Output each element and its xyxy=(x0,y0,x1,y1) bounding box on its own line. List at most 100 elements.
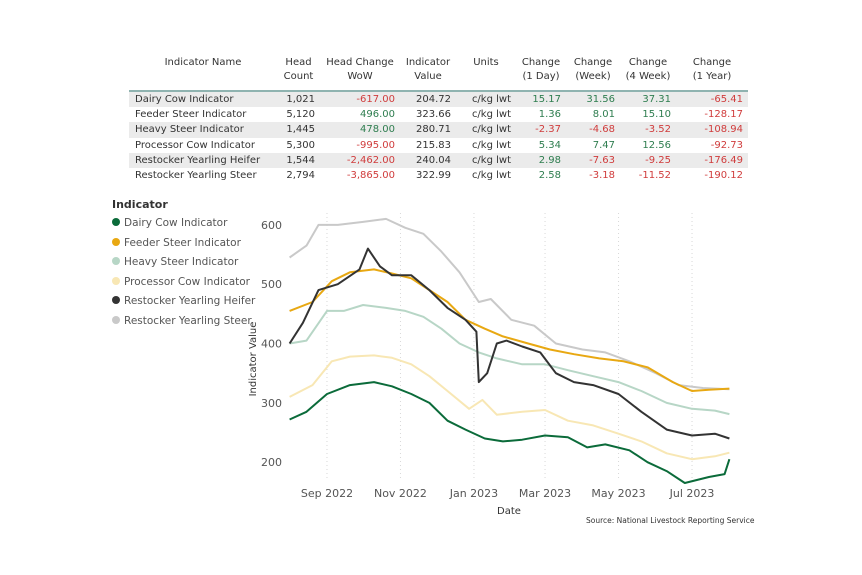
table-cell: 1,544 xyxy=(277,152,320,168)
table-cell: -11.52 xyxy=(638,170,671,182)
table-cell: 2.58 xyxy=(538,170,561,182)
column-header-line: Change xyxy=(521,57,561,68)
y-tick-label: 200 xyxy=(261,456,282,469)
table-cell: -3.52 xyxy=(620,122,676,138)
column-header: Head Count xyxy=(277,52,320,92)
table-cell: c/kg lwt xyxy=(471,170,511,182)
table-cell: c/kg lwt xyxy=(471,139,511,151)
x-tick-label: Mar 2023 xyxy=(519,487,571,500)
column-header-line: Head Change xyxy=(326,57,394,68)
indicator-name-cell: Feeder Steer Indicator xyxy=(135,109,247,121)
table-cell: 323.66 xyxy=(416,109,451,121)
column-header: Head Change WoW xyxy=(320,52,400,92)
column-header-line: Indicator xyxy=(405,57,451,68)
table-cell: 1.36 xyxy=(538,109,561,121)
legend-label: Restocker Yearling Steer xyxy=(124,314,252,327)
x-tick-label: May 2023 xyxy=(591,487,645,500)
table-row: Restocker Yearling Steer 2,794 -3,865.00 32… xyxy=(129,168,748,183)
legend-label: Heavy Steer Indicator xyxy=(124,256,239,269)
table-cell: 1,021 xyxy=(277,91,320,108)
table-cell: 204.72 xyxy=(400,91,456,108)
column-header: Change (4 Week) xyxy=(620,52,676,92)
table-cell: 215.83 xyxy=(416,139,451,151)
table-cell: 322.99 xyxy=(416,170,451,182)
table-cell: -617.00 xyxy=(320,91,400,108)
column-header-line: Units xyxy=(473,57,499,68)
legend-marker-icon xyxy=(112,315,120,324)
table-cell: 12.56 xyxy=(642,139,671,151)
legend-label: Dairy Cow Indicator xyxy=(124,217,228,229)
chart-series xyxy=(288,217,731,484)
table-cell: 15.17 xyxy=(516,91,566,108)
table-cell: 31.56 xyxy=(566,91,620,108)
column-header-line: Change xyxy=(692,57,732,68)
legend-marker-icon xyxy=(112,257,120,266)
table-cell: -128.17 xyxy=(704,109,743,121)
column-header: Units xyxy=(456,52,516,92)
table-cell: c/kg lwt xyxy=(456,122,516,138)
series-line xyxy=(289,268,730,392)
column-header-line: (Week) xyxy=(575,71,611,82)
table-cell: 240.04 xyxy=(400,152,456,168)
table-cell: -9.25 xyxy=(620,152,676,168)
legend-item[interactable]: Heavy Steer Indicator xyxy=(112,253,255,273)
indicator-name-cell: Processor Cow Indicator xyxy=(135,139,255,151)
table-row: Restocker Yearling Heifer 1,544 -2,462.00 2… xyxy=(129,152,748,168)
y-tick-label: 400 xyxy=(261,338,282,351)
legend-item[interactable]: Processor Cow Indicator xyxy=(112,273,255,293)
column-header: Change (1 Day) xyxy=(516,52,566,92)
table-cell: -92.73 xyxy=(710,139,743,151)
table-cell: -176.49 xyxy=(676,152,748,168)
column-header: Indicator Name xyxy=(129,52,277,92)
table-cell: 15.10 xyxy=(642,109,671,121)
indicator-name-cell: Restocker Yearling Steer xyxy=(135,170,257,182)
indicator-table: Indicator Name Head Count Head Change WoW Ind… xyxy=(129,52,748,183)
indicator-name-cell: Dairy Cow Indicator xyxy=(129,91,277,108)
table-cell: -4.68 xyxy=(566,122,620,138)
legend-label: Feeder Steer Indicator xyxy=(124,236,241,249)
legend-marker-icon xyxy=(112,296,120,305)
series-line xyxy=(289,217,730,391)
x-axis-ticks: Sep 2022 Nov 2022 Jan 2023 Mar 2023 May 2023… xyxy=(301,487,715,500)
x-tick-label: Jan 2023 xyxy=(449,487,498,500)
table-cell: 1,445 xyxy=(277,122,320,138)
x-axis-title: Date xyxy=(497,506,521,517)
legend-item[interactable]: Feeder Steer Indicator xyxy=(112,234,255,254)
table-cell: 2,794 xyxy=(286,170,315,182)
table-cell: 8.01 xyxy=(592,109,615,121)
column-header: Indicator Value xyxy=(400,52,456,92)
column-header-line: Head xyxy=(285,57,312,68)
column-header-line: (1 Day) xyxy=(522,71,560,82)
legend-item[interactable]: Restocker Yearling Heifer xyxy=(112,292,255,312)
legend-marker-icon xyxy=(112,237,120,246)
table-cell: 496.00 xyxy=(360,109,395,121)
table-cell: 5,120 xyxy=(286,109,315,121)
table-row: Feeder Steer Indicator 5,120 496.00 323.66 c… xyxy=(129,107,748,122)
series-line xyxy=(289,381,731,484)
y-axis-title: Indicator Value xyxy=(248,322,259,397)
table-cell: 7.47 xyxy=(592,139,615,151)
indicator-name-cell: Heavy Steer Indicator xyxy=(129,122,277,138)
indicator-name-cell: Restocker Yearling Heifer xyxy=(129,152,277,168)
table-cell: c/kg lwt xyxy=(456,91,516,108)
table-cell: -108.94 xyxy=(676,122,748,138)
x-tick-label: Nov 2022 xyxy=(374,487,427,500)
table-cell: c/kg lwt xyxy=(471,109,511,121)
y-tick-label: 500 xyxy=(261,278,282,291)
table-cell: -3.18 xyxy=(589,170,615,182)
legend-item[interactable]: Restocker Yearling Steer xyxy=(112,312,255,332)
table-cell: 37.31 xyxy=(620,91,676,108)
y-axis-ticks: 200 300 400 500 600 xyxy=(261,219,282,469)
source-note: Source: National Livestock Reporting Ser… xyxy=(586,516,755,525)
x-tick-label: Sep 2022 xyxy=(301,487,353,500)
legend-item[interactable]: Dairy Cow Indicator xyxy=(112,214,255,234)
column-header: Change (Week) xyxy=(566,52,620,92)
table-row: Dairy Cow Indicator 1,021 -617.00 204.72 c/k… xyxy=(129,91,748,108)
series-line xyxy=(289,354,730,461)
legend-label: Restocker Yearling Heifer xyxy=(124,295,256,308)
column-header-line: (4 Week) xyxy=(625,71,671,82)
column-header: Change (1 Year) xyxy=(676,52,748,92)
table-cell: -65.41 xyxy=(676,91,748,108)
table-cell: -3,865.00 xyxy=(346,170,395,182)
series-line xyxy=(288,247,730,440)
